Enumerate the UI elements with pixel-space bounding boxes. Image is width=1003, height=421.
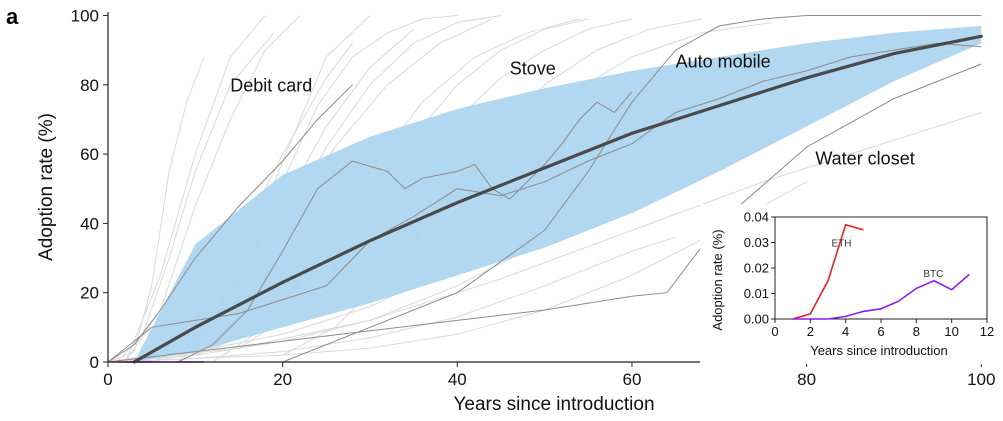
y-tick-label: 100 [71,6,99,25]
inset-x-tick-label: 10 [944,324,958,339]
panel-label: a [6,4,19,29]
inset-y-tick-label: 0.02 [744,261,769,276]
inset-series-btc [792,273,970,320]
background-adoption-curve [125,15,266,363]
inset-y-tick-label: 0.01 [744,286,769,301]
inset-x-tick-label: 6 [877,324,884,339]
x-tick-label: 20 [273,370,292,389]
inset-x-tick-label: 0 [771,324,778,339]
x-tick-label: 40 [448,370,467,389]
background-adoption-curve [107,181,807,363]
background-adoption-curve [107,236,676,363]
annotation-label: Stove [510,58,556,78]
annotation-label: Water closet [815,148,914,168]
y-tick-label: 80 [80,76,99,95]
fitted-adoption-curve [132,34,983,364]
annotation-label: Auto mobile [676,51,771,71]
y-tick-label: 40 [80,214,99,233]
y-tick-label: 20 [80,284,99,303]
inset-y-tick-label: 0.04 [744,210,769,225]
background-adoption-curve [125,15,301,363]
x-tick-label: 0 [103,370,112,389]
y-tick-label: 0 [90,353,99,372]
inset-background [700,204,996,364]
confidence-band [134,25,982,363]
inset-series-label: ETH [832,238,852,249]
x-tick-label: 80 [797,370,816,389]
inset-x-tick-label: 4 [842,324,849,339]
inset-x-tick-label: 2 [807,324,814,339]
inset-y-tick-label: 0.00 [744,312,769,327]
inset-x-tick-label: 8 [913,324,920,339]
inset-plot: ETH BTC 0 2 4 6 8 10 12 0.00 0.01 0.02 0.03 0.04 Years… [700,204,996,364]
background-adoption-curve [107,56,205,363]
x-axis-title: Years since introduction [453,394,654,415]
annotation-label: Debit card [230,76,312,96]
highlighted-adoption-curve [107,63,982,363]
inset-y-tick-label: 0.03 [744,235,769,250]
highlighted-adoption-curve [177,91,633,363]
inset-series-eth [792,223,864,320]
x-tick-label: 100 [967,370,995,389]
inset-x-tick-label: 12 [980,324,994,339]
y-axis-title: Adoption rate (%) [36,113,57,261]
highlighted-adoption-curve [107,84,353,363]
inset-x-axis-title: Years since introduction [810,343,948,358]
inset-series-label: BTC [923,269,943,280]
inset-y-axis-title: Adoption rate (%) [710,229,725,330]
highlighted-adoption-curve [107,42,982,363]
x-tick-label: 60 [622,370,641,389]
highlighted-adoption-curve [282,15,982,363]
y-tick-label: 60 [80,145,99,164]
